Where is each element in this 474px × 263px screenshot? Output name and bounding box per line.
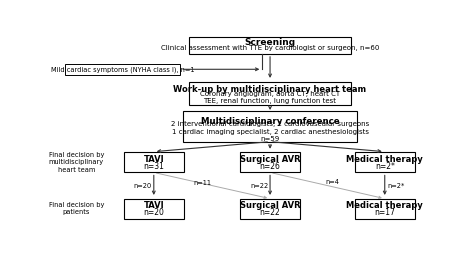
Text: Final decision by
multidisciplinary
heart team: Final decision by multidisciplinary hear…: [49, 152, 104, 173]
Text: Screening: Screening: [245, 38, 296, 47]
Text: 2 interventional cardiologists, 2 cardiovascular surgeons
1 cardiac imaging spec: 2 interventional cardiologists, 2 cardio…: [171, 121, 369, 142]
Text: Medical therapy: Medical therapy: [346, 201, 423, 210]
FancyBboxPatch shape: [124, 153, 184, 173]
FancyBboxPatch shape: [355, 153, 415, 173]
Text: TAVI: TAVI: [144, 201, 164, 210]
Text: Coronary angiogram, aorta CT, heart CT
TEE, renal function, lung function test: Coronary angiogram, aorta CT, heart CT T…: [200, 90, 340, 104]
FancyBboxPatch shape: [240, 153, 300, 173]
FancyBboxPatch shape: [355, 199, 415, 219]
FancyBboxPatch shape: [240, 199, 300, 219]
FancyBboxPatch shape: [124, 199, 184, 219]
Text: n=20: n=20: [134, 183, 152, 189]
Text: n=4: n=4: [325, 179, 339, 185]
Text: TAVI: TAVI: [144, 155, 164, 164]
Text: n=31: n=31: [143, 161, 164, 171]
FancyBboxPatch shape: [189, 82, 351, 105]
Text: Final decision by
patients: Final decision by patients: [49, 202, 104, 215]
Text: Medical therapy: Medical therapy: [346, 155, 423, 164]
Text: Surgical AVR: Surgical AVR: [240, 155, 301, 164]
Text: n=2*: n=2*: [388, 183, 405, 189]
Text: Surgical AVR: Surgical AVR: [240, 201, 301, 210]
Text: Work-up by multidisciplinary heart team: Work-up by multidisciplinary heart team: [173, 85, 366, 94]
Text: Mild cardiac symptoms (NYHA class I), n=1: Mild cardiac symptoms (NYHA class I), n=…: [51, 66, 194, 73]
Text: n=20: n=20: [143, 208, 164, 217]
Text: n=22: n=22: [260, 208, 281, 217]
Text: n=11: n=11: [193, 180, 211, 186]
Text: n=22: n=22: [250, 183, 268, 189]
FancyBboxPatch shape: [183, 111, 357, 142]
FancyBboxPatch shape: [65, 64, 180, 75]
Text: n=17: n=17: [374, 208, 395, 217]
Text: n=26: n=26: [260, 161, 281, 171]
Text: n=2*: n=2*: [375, 161, 395, 171]
Text: Clinical assessment with TTE by cardiologist or surgeon, n=60: Clinical assessment with TTE by cardiolo…: [161, 45, 379, 52]
Text: Multidisciplinary conference: Multidisciplinary conference: [201, 117, 339, 126]
FancyBboxPatch shape: [189, 37, 351, 54]
